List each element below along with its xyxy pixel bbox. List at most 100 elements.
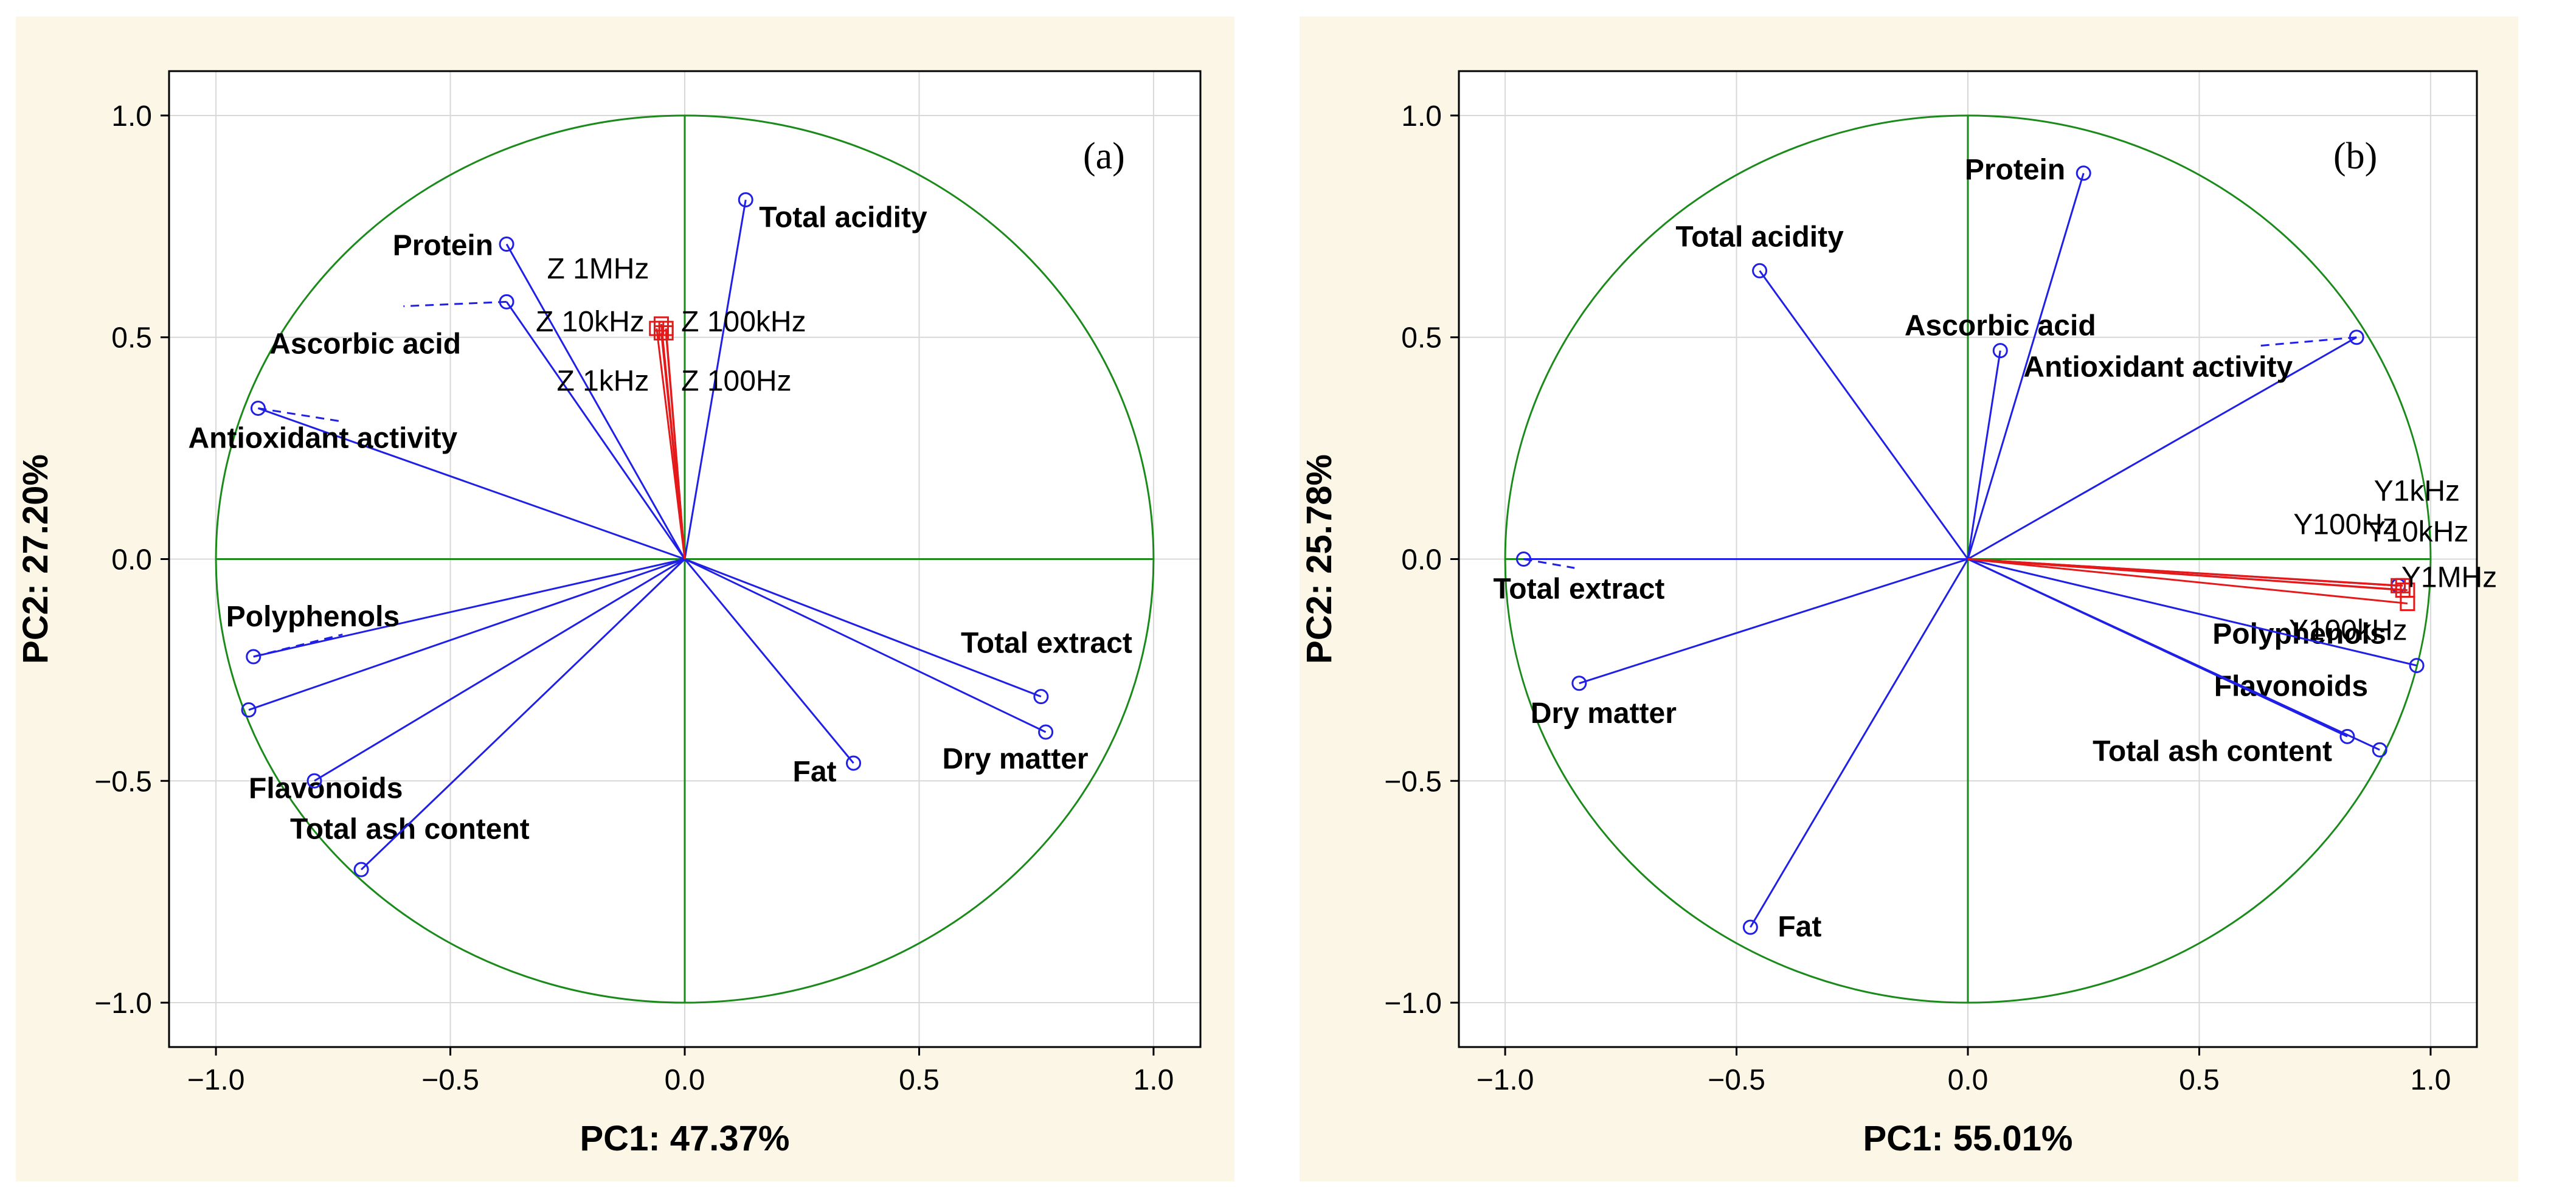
x-tick-label-b-4: 1.0 [2411, 1064, 2451, 1096]
y-tick-label-a-3: 0.5 [111, 322, 152, 354]
vector-b-10 [1750, 558, 1969, 928]
variable-label-b-3: Antioxidant activity [2023, 351, 2293, 384]
vector-a-0 [684, 199, 747, 559]
variable-label-a-9: Total extract [961, 627, 1132, 660]
dashed-guide-b-0 [2254, 336, 2357, 347]
variable-label-b-4: Total extract [1494, 573, 1665, 606]
x-tick-label-b-2: 0.0 [1948, 1064, 1989, 1096]
variable-label-a-5: Flavonoids [249, 773, 403, 805]
impedance-label-a-2: Z 100kHz [681, 306, 806, 338]
panel-tag-b: (b) [2333, 136, 2377, 177]
vector-point-b-2 [1992, 343, 2008, 359]
impedance-label-a-1: Z 10kHz [536, 306, 645, 338]
impedance-label-b-2: Y10kHz [2366, 516, 2468, 548]
impedance-label-a-3: Z 1kHz [556, 365, 649, 397]
y-axis-title-b: PC2: 25.78% [1300, 454, 1339, 664]
impedance-vector-b-4 [1967, 558, 2408, 592]
vector-point-a-0 [738, 192, 753, 208]
vector-point-b-3 [2349, 330, 2364, 345]
x-tick-label-a-1: −0.5 [421, 1064, 479, 1096]
vector-a-8 [684, 558, 854, 764]
vector-point-b-1 [1752, 263, 1768, 278]
vector-point-b-8 [2339, 728, 2355, 744]
y-tick-label-a-1: −0.5 [94, 766, 152, 798]
impedance-point-b-4 [2400, 582, 2415, 598]
vector-point-a-9 [1033, 689, 1049, 705]
impedance-label-b-3: Y100kHz [2289, 614, 2408, 646]
variable-label-b-0: Protein [1965, 154, 2065, 186]
variable-label-a-8: Fat [793, 756, 837, 788]
vector-a-1 [505, 243, 686, 560]
impedance-vector-a-4 [665, 333, 686, 559]
vector-a-7 [361, 558, 686, 871]
vector-b-1 [1759, 270, 1969, 560]
pca-chart-b: −1.0 −0.5 0.0 0.5 1.0 −1.0 −0.5 0.0 0.5 1.0 PC1: 5… [1300, 70, 2497, 1158]
impedance-label-b-4: Y1MHz [2401, 562, 2497, 594]
vector-point-a-6 [306, 773, 322, 789]
impedance-label-a-0: Z 1MHz [547, 253, 649, 285]
y-tick-label-a-2: 0.0 [111, 544, 152, 576]
variable-label-a-3: Antioxidant activity [188, 422, 457, 454]
vector-point-a-7 [353, 862, 369, 877]
variable-label-b-10: Fat [1778, 911, 1821, 943]
x-tick-label-b-0: −1.0 [1477, 1064, 1534, 1096]
impedance-point-a-0 [653, 316, 669, 332]
y-axis-title-a: PC2: 27.20% [16, 454, 55, 664]
variable-label-a-1: Protein [393, 230, 493, 262]
vector-point-b-10 [1742, 919, 1758, 935]
vector-point-b-7 [2409, 658, 2425, 674]
y-tick-label-b-1: −0.5 [1384, 766, 1442, 798]
variable-label-b-2: Ascorbic acid [1905, 310, 2096, 342]
x-tick-label-a-4: 1.0 [1134, 1064, 1174, 1096]
y-tick-label-b-4: 1.0 [1401, 100, 1442, 133]
vector-b-2 [1967, 350, 2001, 559]
variable-label-a-4: Polyphenols [226, 601, 400, 633]
vector-a-9 [684, 558, 1042, 698]
vector-point-b-0 [2076, 165, 2091, 181]
x-tick-label-a-0: −1.0 [187, 1064, 245, 1096]
x-tick-label-a-3: 0.5 [899, 1064, 940, 1096]
vector-point-a-1 [499, 237, 514, 252]
variable-label-b-5: Dry matter [1531, 697, 1677, 730]
pca-chart-a: −1.0 −0.5 0.0 0.5 1.0 −1.0 −0.5 0.0 0.5 1.0 PC1: 4… [16, 70, 1202, 1158]
vector-point-b-4 [1516, 551, 1532, 567]
panel-a: −1.0 −0.5 0.0 0.5 1.0 −1.0 −0.5 0.0 0.5 1.0 PC1: 4… [16, 16, 1234, 1181]
x-tick-label-b-1: −0.5 [1708, 1064, 1765, 1096]
vector-b-3 [1967, 336, 2357, 560]
impedance-vector-b-3 [1967, 558, 2408, 604]
vector-a-2 [505, 301, 686, 560]
variable-label-b-8: Total ash content [2093, 735, 2332, 767]
y-tick-label-b-3: 0.5 [1401, 322, 1442, 354]
dashed-guide-a-0 [403, 300, 507, 308]
vector-a-6 [314, 558, 685, 782]
vector-b-5 [1579, 558, 1968, 685]
variable-label-b-1: Total acidity [1675, 221, 1844, 253]
vector-point-a-8 [846, 755, 862, 771]
vector-point-a-10 [1038, 724, 1054, 740]
impedance-label-b-1: Y100Hz [2293, 508, 2397, 541]
vector-a-3 [257, 407, 685, 560]
vector-a-5 [248, 558, 685, 711]
vector-a-10 [684, 558, 1047, 733]
x-tick-label-b-3: 0.5 [2179, 1064, 2220, 1096]
vector-point-a-4 [246, 649, 261, 665]
vector-point-a-5 [241, 702, 257, 718]
panel-tag-a: (a) [1083, 136, 1125, 177]
y-tick-label-a-4: 1.0 [111, 100, 152, 133]
impedance-point-a-4 [658, 325, 674, 340]
vector-b-7 [1967, 558, 2417, 667]
x-tick-label-a-2: 0.0 [665, 1064, 705, 1096]
vector-a-4 [253, 558, 685, 658]
y-tick-label-a-0: −1.0 [94, 987, 152, 1020]
impedance-label-a-4: Z 100Hz [681, 365, 791, 397]
vector-point-b-9 [2372, 742, 2387, 758]
y-tick-label-b-0: −1.0 [1384, 987, 1442, 1020]
vector-point-a-3 [250, 400, 266, 416]
vector-point-a-2 [499, 294, 514, 309]
variable-label-a-6: Total ash content [290, 813, 530, 845]
vector-point-b-5 [1571, 676, 1587, 691]
x-axis-title-a: PC1: 47.37% [580, 1119, 790, 1158]
variable-label-a-10: Dry matter [943, 743, 1089, 775]
impedance-label-b-0: Y1kHz [2374, 475, 2460, 507]
panel-b: −1.0 −0.5 0.0 0.5 1.0 −1.0 −0.5 0.0 0.5 1.0 PC1: 5… [1300, 16, 2518, 1181]
